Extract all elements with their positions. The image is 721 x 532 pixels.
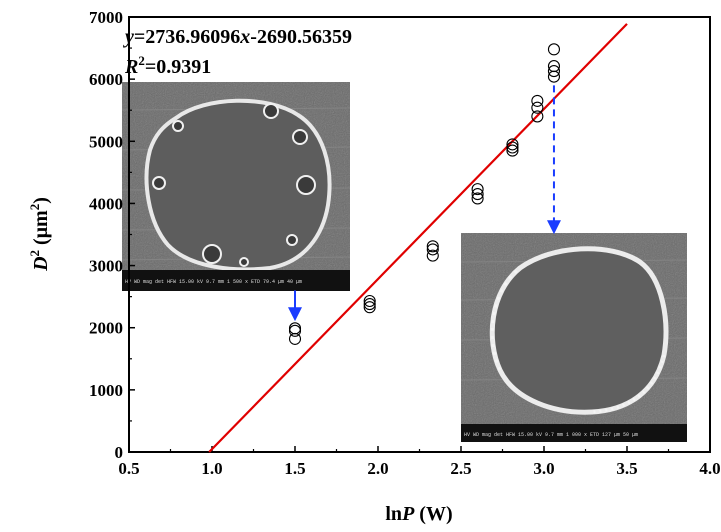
data-point	[547, 43, 561, 56]
x-tick-label: 2.5	[450, 459, 471, 478]
y-axis-ticks: 0 1000 2000 3000 4000 5000 6000 7000	[89, 8, 135, 462]
fit-line-layer	[208, 23, 628, 453]
data-point	[531, 101, 544, 114]
y-axis-title: D2 (μm2)	[27, 197, 52, 272]
data-point	[426, 243, 439, 256]
data-point	[547, 60, 561, 73]
y-tick-label: 4000	[89, 194, 123, 213]
data-point	[506, 144, 519, 157]
data-point	[531, 110, 544, 123]
data-point	[288, 322, 302, 335]
data-point	[471, 183, 484, 196]
x-tick-label: 1.0	[201, 459, 222, 478]
fit-equation: y=2736.96096x-2690.56359	[123, 26, 352, 48]
data-point	[288, 324, 302, 337]
fit-line	[208, 23, 628, 453]
y-tick-label: 1000	[89, 381, 123, 400]
data-point	[471, 188, 484, 201]
x-tick-label: 2.0	[367, 459, 388, 478]
annotation-arrows	[288, 85, 561, 322]
data-point	[363, 294, 376, 308]
y-tick-label: 5000	[89, 132, 123, 151]
data-point	[547, 65, 561, 78]
y-tick-label: 6000	[89, 70, 123, 89]
sem-footer-1: HV WD mag det HFW 15.00 kV 9.7 mm 1 500 …	[125, 279, 302, 285]
data-point	[363, 298, 376, 311]
x-tick-label: 0.5	[118, 459, 139, 478]
y-tick-label: 0	[115, 443, 124, 462]
data-point	[426, 240, 439, 253]
data-point	[531, 94, 544, 107]
data-points	[288, 43, 561, 345]
x-axis-title: lnP (W)	[385, 503, 452, 525]
sem-image-low-power: HV WD mag det HFW 15.00 kV 9.7 mm 1 500 …	[121, 82, 351, 291]
x-tick-label: 3.0	[533, 459, 554, 478]
data-point	[506, 141, 519, 154]
data-point	[426, 249, 439, 262]
data-point	[471, 192, 484, 205]
fit-r-squared: R2=0.9391	[124, 53, 211, 78]
y-tick-label: 3000	[89, 257, 123, 276]
x-tick-label: 1.5	[284, 459, 305, 478]
x-axis-ticks: 0.5 1.0 1.5 2.0 2.5 3.0 3.5 4.0	[118, 446, 721, 478]
y-tick-label: 2000	[89, 319, 123, 338]
data-point	[363, 301, 376, 314]
x-tick-label: 3.5	[616, 459, 637, 478]
x-tick-label: 4.0	[699, 459, 720, 478]
data-point	[506, 138, 519, 151]
sem-footer-2: HV WD mag det HFW 15.00 kV 9.7 mm 1 000 …	[464, 432, 638, 438]
sem-image-high-power: HV WD mag det HFW 15.00 kV 9.7 mm 1 000 …	[460, 233, 688, 442]
y-tick-label: 7000	[89, 8, 123, 27]
